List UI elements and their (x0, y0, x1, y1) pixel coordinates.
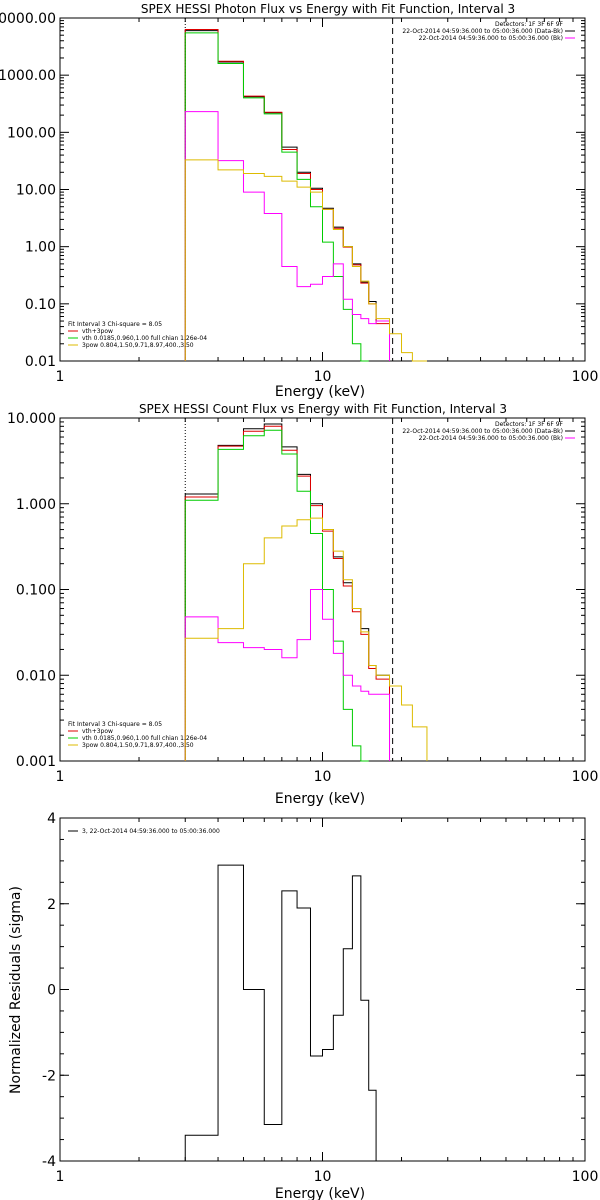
series-line-3 (184, 111, 391, 361)
y-tick-label: 1.00 (25, 240, 56, 256)
x-tick-label: 100 (572, 1169, 599, 1185)
photon-x-axis-label: Energy (keV) (275, 384, 365, 400)
y-tick-label: 100.00 (7, 125, 56, 141)
series-line-1 (184, 425, 391, 761)
y-tick-label: 10.000 (7, 411, 56, 427)
series-line-4 (184, 159, 427, 362)
fit-header: Fit Interval 3 Chi-square = 8.05 (68, 721, 162, 728)
residuals-plot-area: -4 -2 0 2 4 1 10 100 3, 22-Oct-2014 04:59:36.000… (42, 811, 598, 1185)
detectors-label: Detectors: 1F 3F 6F 9F (495, 21, 564, 28)
x-tick-label: 1 (56, 369, 65, 385)
legend-entry: 22-Oct-2014 04:59:36.000 to 05:00:36.000… (419, 35, 563, 42)
residuals-x-axis-label: Energy (keV) (275, 1186, 365, 1200)
series-line-0 (184, 864, 390, 1162)
y-tick-label: 10000.00 (0, 11, 56, 27)
x-tick-label: 100 (572, 769, 599, 785)
y-tick-label: 0 (47, 983, 56, 999)
fit-header: Fit Interval 3 Chi-square = 8.05 (68, 321, 162, 328)
detectors-label: Detectors: 1F 3F 6F 9F (495, 421, 564, 428)
photon-plot-area: 0.01 0.10 1.00 10.00 100.00 1000.00 10000.00 1 1… (0, 11, 598, 385)
legend-entry: 3, 22-Oct-2014 04:59:36.000 to 05:00:36.… (82, 828, 220, 835)
y-tick-label: 2 (47, 897, 56, 913)
y-tick-label: 10.00 (16, 183, 56, 199)
count-chart-title: SPEX HESSI Count Flux vs Energy with Fit… (139, 402, 507, 416)
legend-entry: 3pow 0.804,1.50,9.71,8.97,400.,3.50 (82, 342, 194, 349)
legend-entry: vth 0.0185,0.960,1.00 full chian 1.26e-0… (82, 735, 207, 742)
y-tick-label: -4 (42, 1154, 56, 1170)
series-line-2 (184, 32, 369, 362)
x-tick-label: 100 (572, 369, 599, 385)
y-tick-label: 0.10 (25, 297, 56, 313)
series-line-0 (184, 30, 391, 361)
series-line-0 (184, 423, 391, 761)
legend-entry: vth+3pow (82, 728, 113, 735)
y-tick-label: 1000.00 (0, 68, 56, 84)
legend-entry: 22-Oct-2014 04:59:36.000 to 05:00:36.000… (402, 428, 563, 435)
residuals-plot-frame (59, 817, 586, 1162)
x-tick-label: 10 (314, 1169, 332, 1185)
photon-flux-panel: SPEX HESSI Photon Flux vs Energy with Fi… (0, 2, 598, 400)
y-tick-label: 0.100 (16, 583, 56, 599)
residuals-y-axis-label: Normalized Residuals (sigma) (8, 886, 24, 1094)
count-x-axis-label: Energy (keV) (275, 791, 365, 807)
y-tick-label: 0.010 (16, 668, 56, 684)
y-tick-label: 0.01 (25, 354, 56, 370)
legend-entry: 22-Oct-2014 04:59:36.000 to 05:00:36.000… (402, 28, 563, 35)
y-tick-label: 1.000 (16, 497, 56, 513)
x-tick-label: 10 (314, 769, 332, 785)
y-tick-label: 4 (47, 811, 56, 827)
legend-entry: 22-Oct-2014 04:59:36.000 to 05:00:36.000… (419, 435, 563, 442)
x-tick-label: 1 (56, 1169, 65, 1185)
y-tick-label: -2 (42, 1068, 56, 1084)
series-line-3 (184, 589, 391, 761)
y-tick-label: 0.001 (16, 754, 56, 770)
x-tick-label: 10 (314, 369, 332, 385)
series-line-4 (184, 517, 428, 761)
legend-entry: vth+3pow (82, 328, 113, 335)
residuals-panel: -4 -2 0 2 4 1 10 100 3, 22-Oct-2014 04:59:36.000… (8, 811, 598, 1200)
x-tick-label: 1 (56, 769, 65, 785)
photon-chart-title: SPEX HESSI Photon Flux vs Energy with Fi… (141, 2, 515, 16)
count-plot-area: 0.001 0.010 0.100 1.000 10.000 1 10 100 Detector… (7, 411, 598, 785)
count-flux-panel: SPEX HESSI Count Flux vs Energy with Fit… (7, 402, 598, 807)
series-line-2 (184, 429, 369, 762)
legend-entry: 3pow 0.804,1.50,9.71,8.97,400.,3.50 (82, 742, 194, 749)
legend-entry: vth 0.0185,0.960,1.00 full chian 1.26e-0… (82, 335, 207, 342)
series-line-1 (184, 28, 391, 361)
